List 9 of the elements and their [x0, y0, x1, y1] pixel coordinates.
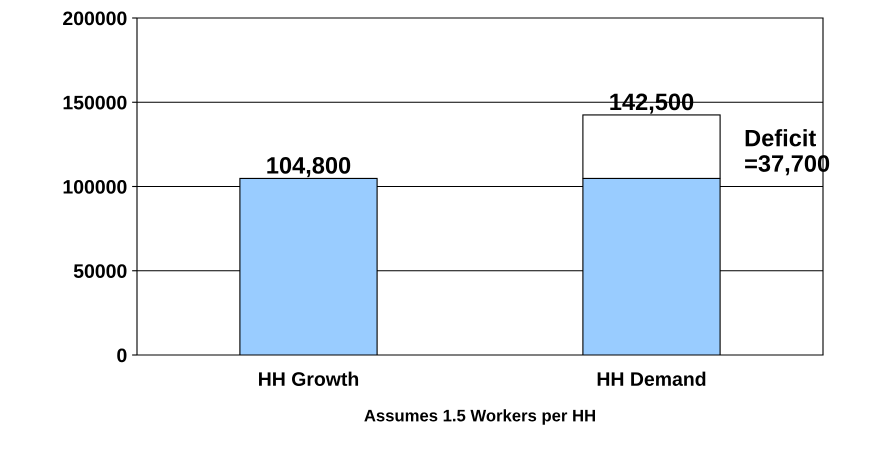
y-tick-label: 200000 [63, 11, 126, 26]
y-tick-label: 0 [117, 348, 126, 362]
y-tick-label: 100000 [64, 180, 126, 194]
x-tick-label: HH Demand [598, 372, 706, 386]
y-tick-label: 150000 [64, 96, 126, 110]
y-tick-label: 50000 [74, 264, 126, 278]
x-axis-title: Assumes 1.5 Workers per HH [364, 409, 595, 425]
x-tick-label: HH Growth [259, 372, 358, 386]
total-label: 104,800 [267, 157, 350, 178]
